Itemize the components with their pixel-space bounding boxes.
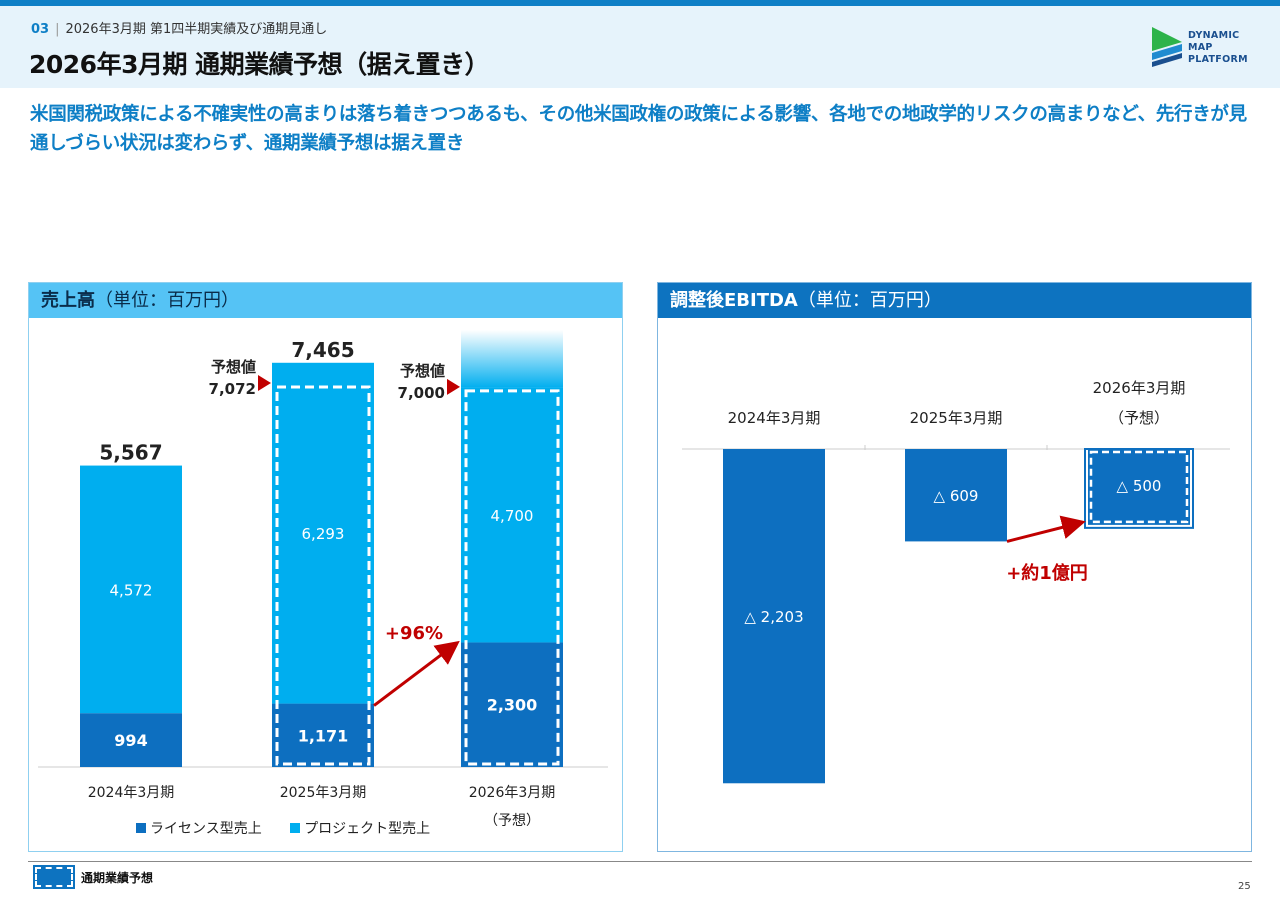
footer-forecast-legend: 通期業績予想: [33, 865, 153, 889]
forecast-box-2: [464, 389, 560, 766]
revenue-x-tick-2: 2026年3月期: [469, 785, 556, 801]
top-accent-bar: [0, 0, 1280, 6]
bar-label-project-1: 6,293: [302, 525, 345, 543]
bar-label-license-2: 2,300: [487, 696, 538, 715]
forecast-box-1: [275, 385, 371, 766]
section-number: 03: [31, 22, 50, 37]
ebitda-forecast-outline: [1084, 448, 1194, 529]
page-header: 03 | 2026年3月期 第1四半期実績及び通期見通し 2026年3月期 通期業績…: [0, 6, 1280, 88]
ebitda-bar-2: [1088, 449, 1190, 525]
forecast-label-2: 予想値: [400, 362, 445, 380]
revenue-growth-arrow: [373, 640, 460, 707]
bar-total-0: 5,567: [99, 441, 162, 465]
bar-label-project-0: 4,572: [110, 581, 153, 599]
forecast-value-1: 7,072: [209, 380, 256, 398]
bar-project-fade-2: [461, 329, 563, 388]
legend-item-license: ライセンス型売上: [136, 821, 262, 837]
ebitda-growth-label: +約1億円: [1006, 562, 1088, 584]
ebitda-growth-arrow: [1006, 515, 1086, 543]
bar-project-2: [461, 387, 563, 643]
legend-item-project: プロジェクト型売上: [290, 821, 430, 837]
revenue-x-tick-sub-2: （予想）: [484, 813, 540, 829]
page-title: 2026年3月期 通期業績予想（据え置き）: [29, 50, 490, 79]
revenue-x-tick-1: 2025年3月期: [280, 785, 367, 801]
bar-label-license-1: 1,171: [298, 726, 349, 745]
ebitda-x-tick-sub-2: （予想）: [1109, 409, 1169, 427]
forecast-pointer-2: [447, 378, 460, 395]
ebitda-bar-label-1: △ 609: [934, 487, 979, 505]
bar-project-0: [80, 465, 182, 714]
page-number: 25: [1238, 881, 1251, 892]
ebitda-x-tick-0: 2024年3月期: [728, 409, 821, 427]
ebitda-x-tick-1: 2025年3月期: [910, 409, 1003, 427]
ebitda-bar-1: [905, 449, 1007, 542]
bar-total-1: 7,465: [291, 338, 354, 362]
bar-label-project-2: 4,700: [491, 507, 534, 525]
ebitda-x-tick-2: 2026年3月期: [1093, 379, 1186, 397]
bar-project-1: [272, 362, 374, 704]
ebitda-bar-label-2: △ 500: [1117, 477, 1162, 495]
ebitda-bar-0: [723, 449, 825, 784]
section-title: 2026年3月期 第1四半期実績及び通期見通し: [65, 22, 328, 37]
forecast-label-1: 予想値: [211, 358, 256, 376]
bar-license-0: [80, 713, 182, 767]
logo-wordmark: DYNAMIC MAP PLATFORM: [1188, 30, 1248, 65]
revenue-x-tick-0: 2024年3月期: [88, 785, 175, 801]
lead-message: 米国関税政策による不確実性の高まりは落ち着きつつあるも、その他米国政権の政策によ…: [30, 104, 1247, 154]
ebitda-bar-label-0: △ 2,203: [744, 608, 803, 626]
logo-mark-icon: [1152, 27, 1182, 67]
breadcrumb: 03 | 2026年3月期 第1四半期実績及び通期見通し: [31, 18, 327, 37]
bar-label-license-0: 994: [114, 731, 147, 750]
bar-license-1: [272, 703, 374, 767]
forecast-pointer-1: [258, 375, 271, 392]
company-logo: DYNAMIC MAP PLATFORM: [1152, 27, 1262, 71]
bar-license-2: [461, 642, 563, 767]
ebitda-forecast-box: [1089, 450, 1189, 524]
revenue-chart-title: 売上高（単位：百万円）: [29, 283, 622, 318]
revenue-legend: ライセンス型売上 プロジェクト型売上: [136, 818, 454, 838]
ebitda-chart-title: 調整後EBITDA（単位：百万円）: [658, 283, 1251, 318]
footer-divider: [28, 861, 1252, 862]
breadcrumb-separator: |: [55, 22, 60, 37]
forecast-swatch: [33, 865, 75, 889]
forecast-value-2: 7,000: [398, 384, 445, 402]
revenue-growth-label: +96%: [385, 623, 443, 644]
